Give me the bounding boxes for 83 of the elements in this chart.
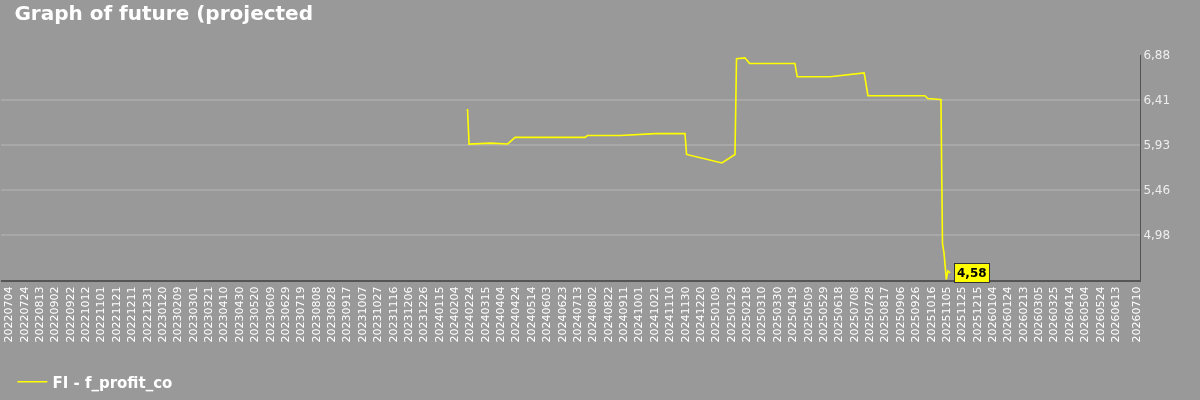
x-tick-label: 20230430	[232, 286, 246, 343]
y-tick-label: 4,98	[1143, 228, 1171, 243]
x-tick-label: 20230321	[202, 286, 216, 343]
x-tick-label: 20250330	[770, 286, 784, 343]
x-tick-label: 20260104	[986, 286, 1000, 343]
line-series	[466, 57, 951, 280]
x-tick-label: 20260124	[1001, 286, 1015, 343]
x-tick-label: 20220813	[33, 286, 47, 343]
x-tick-label: 20250618	[832, 286, 846, 343]
x-tick-label: 20231226	[417, 286, 431, 343]
x-tick-label: 20230629	[278, 286, 292, 343]
x-tick-label: 20240115	[432, 286, 446, 343]
x-tick-label: 20241110	[663, 286, 677, 343]
x-tick-label: 20260504	[1078, 286, 1092, 343]
x-tick-label: 20241001	[632, 286, 646, 343]
x-tick-label: 20240315	[478, 286, 492, 343]
x-tick-label: 20240204	[448, 286, 462, 343]
x-tick-label: 20231007	[355, 286, 369, 343]
x-tick-label: 20221231	[140, 286, 154, 343]
x-tick-label: 20221101	[94, 286, 108, 343]
x-tick-label: 20250708	[847, 286, 861, 343]
x-tick-label: 20260414	[1062, 286, 1076, 343]
x-tick-label: 20240802	[586, 286, 600, 343]
y-tick-label: 6,41	[1143, 92, 1171, 107]
x-tick-label: 20230301	[186, 286, 200, 343]
y-tick-label: 6,88	[1143, 48, 1171, 63]
x-tick-label: 20250529	[816, 286, 830, 343]
data-label: 4,58	[957, 266, 987, 280]
x-tick-label: 20241021	[647, 286, 661, 343]
x-tick-label: 20240424	[509, 286, 523, 343]
x-tick-label: 20230120	[155, 286, 169, 343]
x-tick-label: 20240603	[540, 286, 554, 343]
x-tick-label: 20260213	[1016, 286, 1030, 343]
x-tick-label: 20250509	[801, 286, 815, 343]
x-tick-label: 20250906	[893, 286, 907, 343]
x-tick-label: 20240911	[617, 286, 631, 343]
x-tick-label: 20251125	[955, 286, 969, 343]
x-tick-label: 20231027	[371, 286, 385, 343]
x-tick-label: 20250926	[909, 286, 923, 343]
x-tick-label: 20251016	[924, 286, 938, 343]
x-tick-label: 20230808	[309, 286, 323, 343]
y-tick-label: 5,93	[1143, 138, 1171, 153]
chart-title: Graph of future (projected	[14, 1, 314, 25]
x-tick-label: 20220922	[63, 286, 77, 343]
x-tick-label: 20230609	[263, 286, 277, 343]
x-tick-label: 20220704	[2, 286, 16, 343]
x-tick-label: 20240623	[555, 286, 569, 343]
x-tick-label: 20230410	[217, 286, 231, 343]
x-tick-label: 20241220	[693, 286, 707, 343]
x-tick-label: 20220902	[48, 286, 62, 343]
x-tick-label: 20260305	[1032, 286, 1046, 343]
y-tick-label: 5,46	[1143, 182, 1171, 197]
x-tick-label: 20231206	[401, 286, 415, 343]
x-tick-label: 20260325	[1047, 286, 1061, 343]
x-tick-label: 20240713	[570, 286, 584, 343]
x-tick-label: 20260613	[1108, 286, 1122, 343]
x-tick-label: 20250817	[878, 286, 892, 343]
x-tick-label: 20251215	[970, 286, 984, 343]
x-tick-label: 20221012	[79, 286, 93, 343]
x-tick-label: 20241130	[678, 286, 692, 343]
x-tick-label: 20260710	[1129, 286, 1143, 343]
x-tick-label: 20250109	[709, 286, 723, 343]
x-tick-label: 20231116	[386, 286, 400, 343]
x-tick-label: 20230209	[171, 286, 185, 343]
legend-label: FI - f_profit_co	[52, 373, 173, 392]
x-tick-label: 20221211	[125, 286, 139, 343]
x-tick-label: 20250129	[724, 286, 738, 343]
x-tick-label: 20230917	[340, 286, 354, 343]
x-tick-label: 20250728	[863, 286, 877, 343]
x-tick-label: 20230828	[325, 286, 339, 343]
x-tick-label: 20240514	[524, 286, 538, 343]
x-tick-label: 20220724	[17, 286, 31, 343]
x-tick-label: 20230520	[248, 286, 262, 343]
x-tick-label: 20221121	[109, 286, 123, 343]
x-tick-label: 20250218	[740, 286, 754, 343]
x-tick-label: 20240404	[494, 286, 508, 343]
x-tick-label: 20240224	[463, 286, 477, 343]
x-tick-label: 20250419	[786, 286, 800, 343]
x-tick-label: 20260524	[1093, 286, 1107, 343]
x-tick-label: 20240822	[601, 286, 615, 343]
x-tick-label: 20250310	[755, 286, 769, 343]
x-tick-label: 20230719	[294, 286, 308, 343]
x-tick-label: 20251105	[939, 286, 953, 343]
